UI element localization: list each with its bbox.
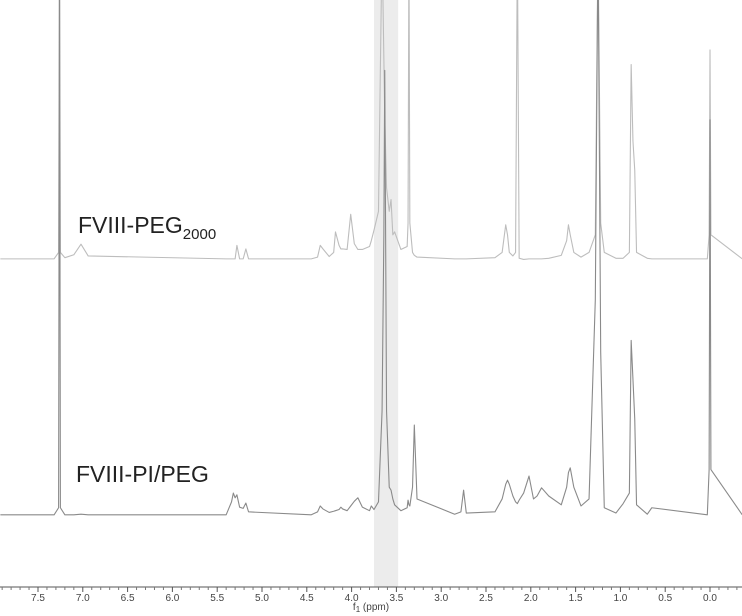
x-tick-label: 0.0	[703, 593, 717, 604]
series-label: FVIII-PEG2000	[78, 212, 216, 243]
x-tick-label: 6.5	[121, 593, 135, 604]
x-axis-label: f1 (ppm)	[353, 602, 389, 614]
label-text: FVIII-PEG	[78, 212, 183, 238]
x-tick-label: 3.0	[434, 593, 448, 604]
x-tick-label: 7.5	[31, 593, 45, 604]
x-label-rest: (ppm)	[360, 602, 389, 613]
x-tick-label: 1.0	[613, 593, 627, 604]
x-label-text: f	[353, 602, 356, 613]
x-tick-label: 0.5	[658, 593, 672, 604]
x-tick-label: 7.0	[76, 593, 90, 604]
x-tick-label: 2.0	[524, 593, 538, 604]
label-sub: 2000	[183, 226, 216, 243]
series-label: FVIII-PI/PEG	[76, 461, 209, 487]
x-tick-label: 4.5	[300, 593, 314, 604]
label-text: FVIII-PI/PEG	[76, 461, 209, 487]
spectrum-line	[0, 0, 742, 260]
x-tick-label: 4.0	[345, 593, 359, 604]
x-tick-label: 1.5	[569, 593, 583, 604]
spectrum-line	[0, 0, 742, 516]
x-tick-label: 5.0	[255, 593, 269, 604]
x-tick-label: 3.5	[389, 593, 403, 604]
x-tick-label: 2.5	[479, 593, 493, 604]
x-tick-label: 6.0	[165, 593, 179, 604]
x-tick-label: 5.5	[210, 593, 224, 604]
x-label-sub: 1	[356, 605, 361, 614]
